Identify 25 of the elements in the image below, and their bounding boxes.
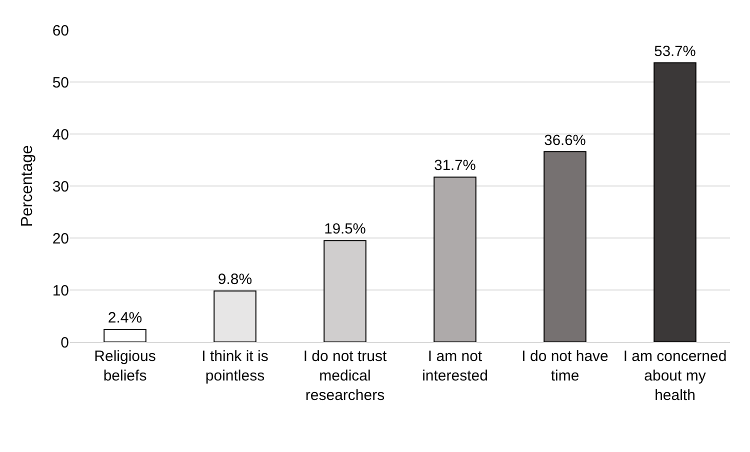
x-tick-label: I do not have time [522, 348, 608, 384]
x-tick-label: Religious beliefs [94, 348, 156, 384]
y-tick-label: 30 [52, 178, 69, 196]
x-tick-label: I am concerned about my health [623, 348, 727, 404]
bar [214, 290, 256, 342]
data-label: 9.8% [218, 271, 252, 288]
data-label: 19.5% [324, 222, 366, 238]
x-tick-label: I think it is pointless [202, 348, 268, 384]
y-axis-title: Percentage [19, 144, 36, 227]
x-tick-label: I do not trust medical researchers [303, 348, 388, 404]
y-tick-label: 60 [52, 22, 69, 40]
y-tick-label: 40 [52, 126, 69, 144]
data-label: 2.4% [108, 310, 142, 327]
y-tick-label: 10 [52, 282, 69, 300]
data-label: 31.7% [434, 158, 476, 174]
y-tick-label: 0 [60, 334, 69, 352]
bar [434, 176, 476, 342]
data-label: 36.6% [544, 132, 586, 149]
data-label: 53.7% [654, 44, 696, 60]
y-tick-label: 50 [52, 74, 69, 92]
bar [544, 151, 586, 342]
bar [104, 329, 146, 342]
y-tick-label: 20 [52, 230, 69, 248]
bar [654, 62, 696, 342]
x-tick-label: I am not interested [422, 348, 488, 384]
